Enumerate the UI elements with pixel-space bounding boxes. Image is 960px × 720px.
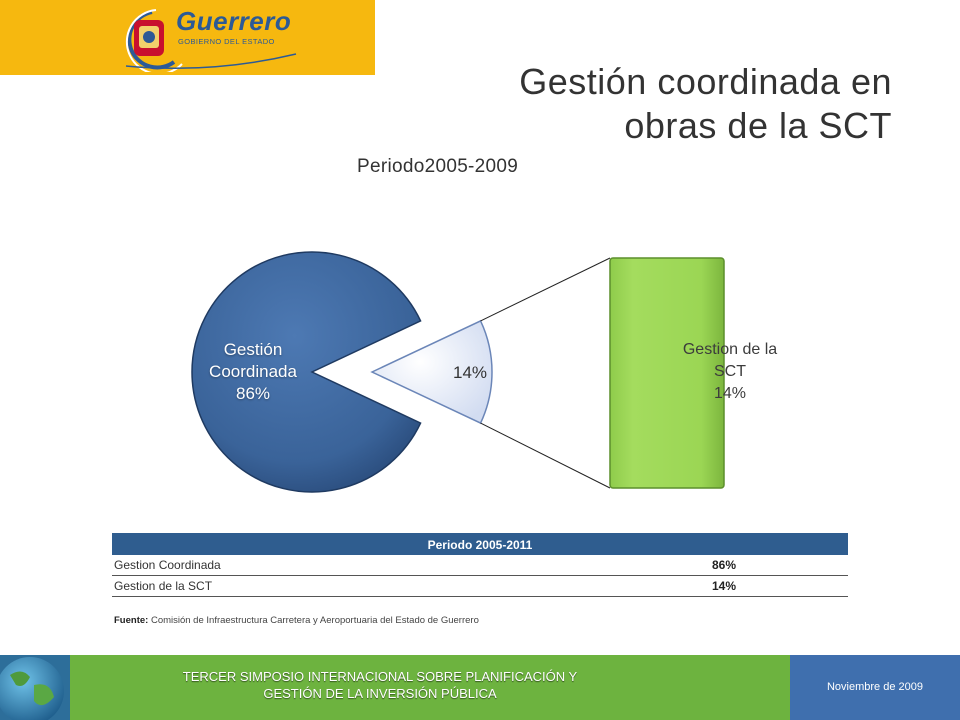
footer-event-title: TERCER SIMPOSIO INTERNACIONAL SOBRE PLAN… — [182, 669, 578, 701]
pie-label-gestion-coordinada: Gestión Coordinada 86% — [209, 340, 297, 403]
table-cell-label: Gestion de la SCT — [114, 579, 213, 593]
connector-line-top — [480, 257, 611, 322]
logo-banner: Guerrero GOBIERNO DEL ESTADO — [0, 0, 375, 75]
table-cell-value: 14% — [712, 579, 737, 593]
table-row: Gestion de la SCT 14% — [112, 576, 848, 597]
table-header: Periodo 2005-2011 — [112, 533, 848, 555]
table-cell-value: 86% — [712, 558, 737, 572]
globe-icon — [0, 655, 70, 720]
bar-label-gestion-sct: Gestion de la SCT 14% — [682, 341, 778, 402]
logo-subtitle: GOBIERNO DEL ESTADO — [178, 37, 275, 46]
guerrero-emblem-icon — [125, 9, 297, 72]
pie-slice-gestion-sct — [370, 319, 493, 425]
data-table: Periodo 2005-2011 Gestion Coordinada 86%… — [112, 533, 848, 597]
logo-title: Guerrero — [176, 6, 292, 36]
pie-label-gestion-sct: 14% — [452, 363, 488, 382]
connector-line-bottom — [480, 422, 611, 489]
page-title-line1: Gestión coordinada en — [519, 61, 892, 102]
chart-title: Periodo2005-2009 — [357, 156, 519, 177]
source-note: Fuente: Comisión de Infraestructura Carr… — [114, 615, 479, 626]
page-title: Gestión coordinada en obras de la SCT — [519, 60, 892, 148]
table-row: Gestion Coordinada 86% — [112, 555, 848, 576]
breakout-bar-gestion-sct — [609, 257, 725, 489]
pie-slice-gestion-coordinada — [191, 251, 422, 493]
footer-date: Noviembre de 2009 — [790, 655, 960, 720]
page-title-line2: obras de la SCT — [624, 105, 892, 146]
table-cell-label: Gestion Coordinada — [114, 558, 221, 572]
